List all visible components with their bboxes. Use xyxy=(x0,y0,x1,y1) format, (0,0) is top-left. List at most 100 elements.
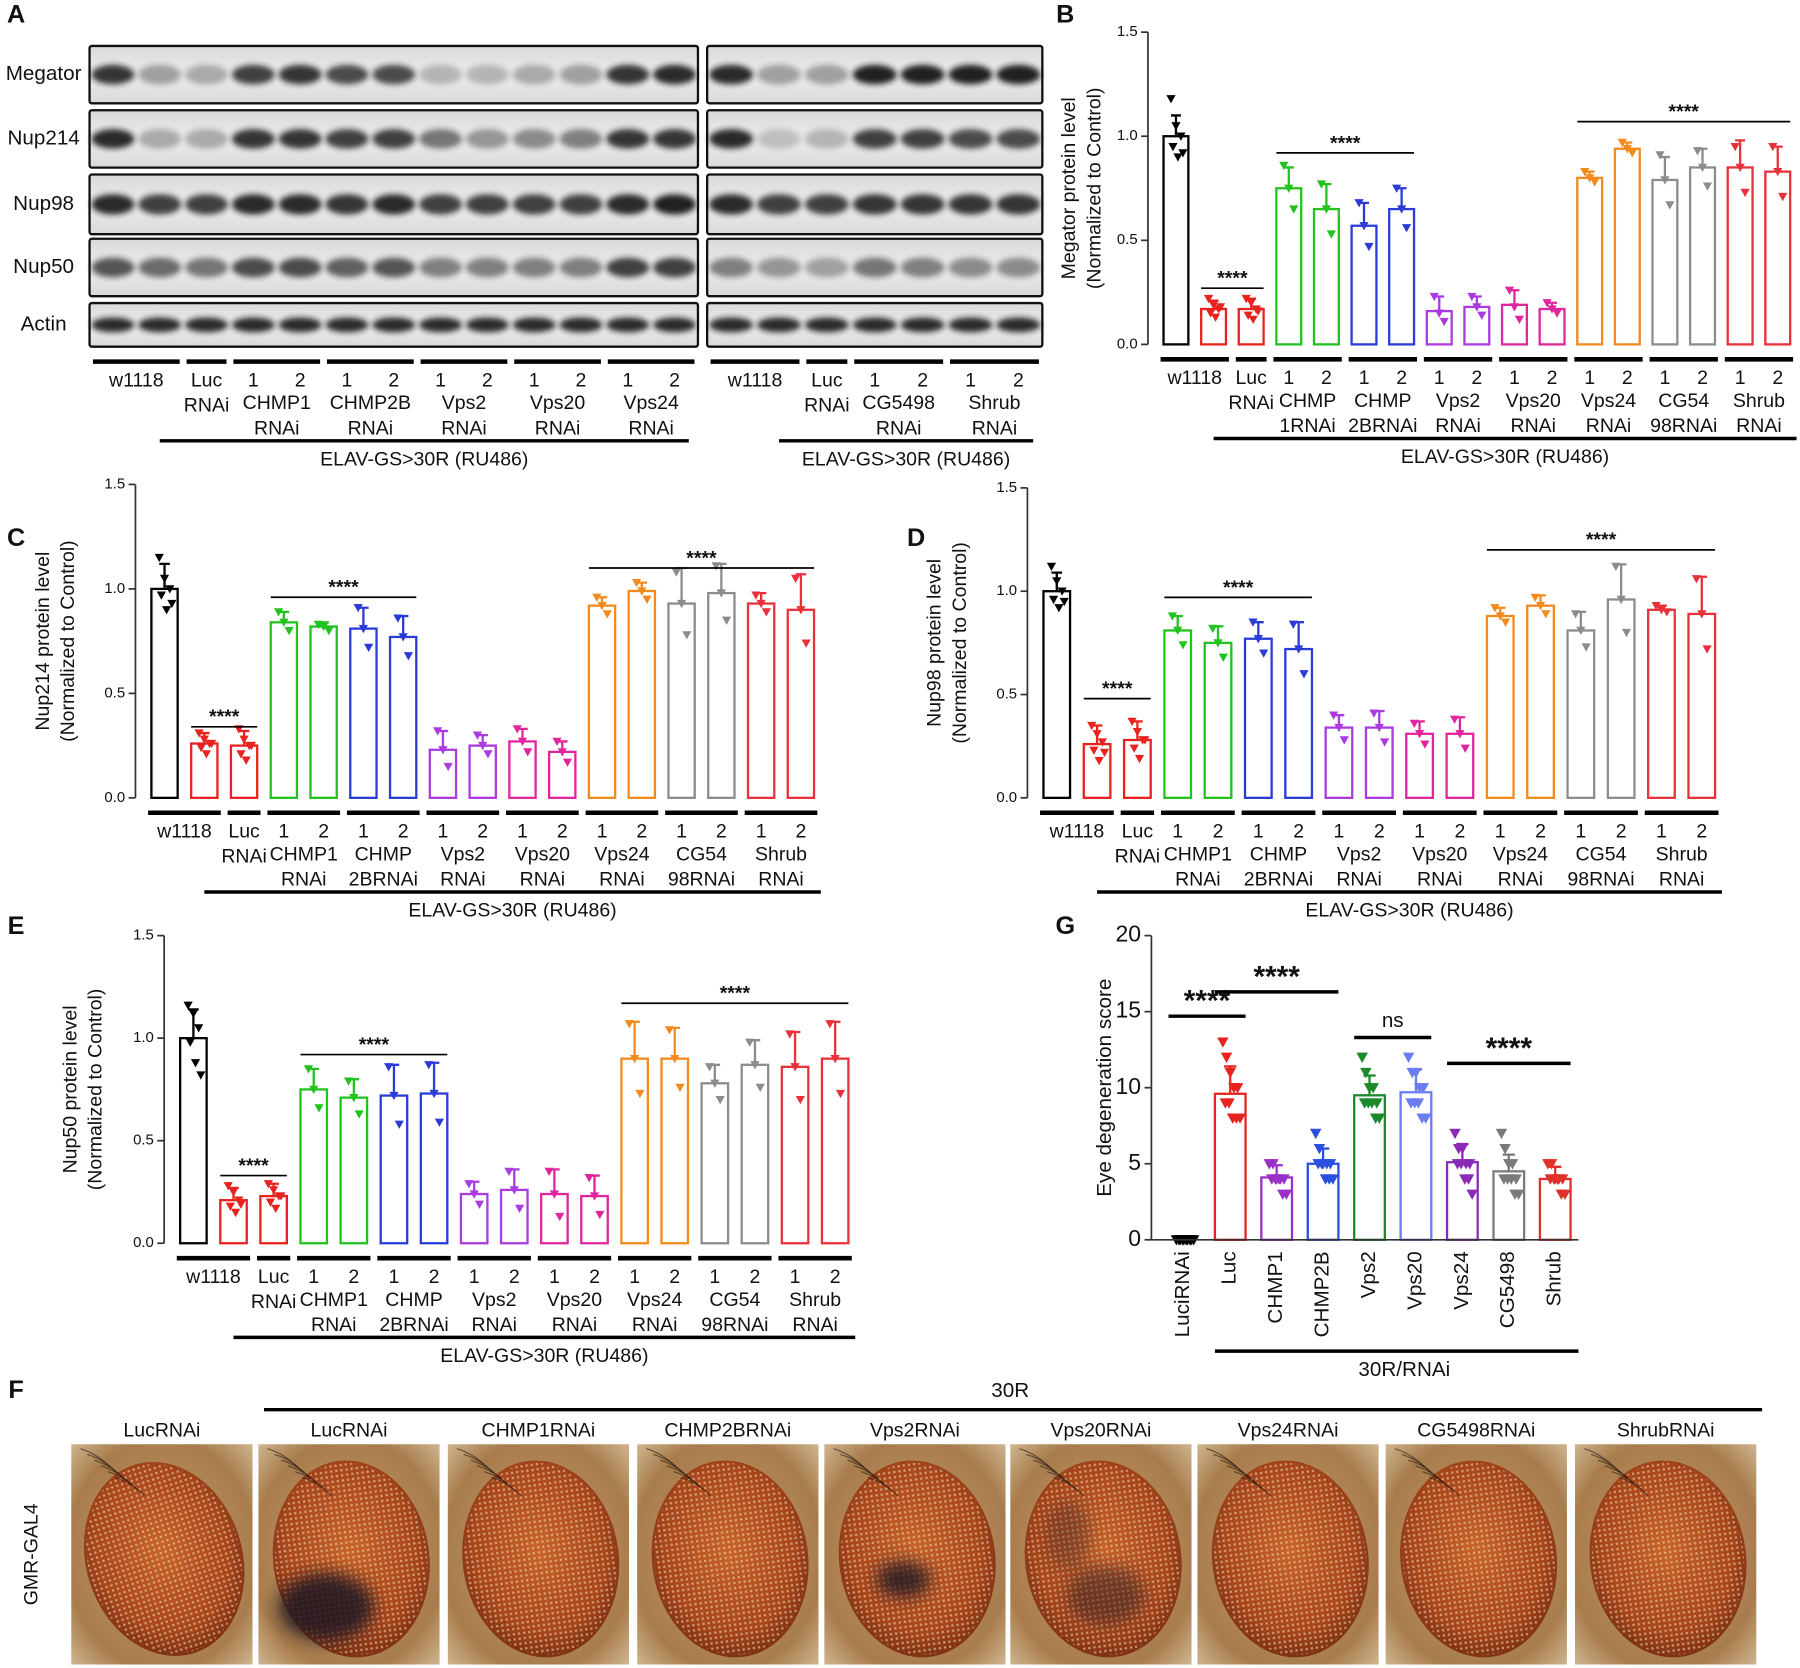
x-tick-label: Vps20 xyxy=(1403,1251,1426,1310)
group-label: Shrub xyxy=(968,392,1020,414)
error-bar xyxy=(1615,563,1627,600)
data-point xyxy=(231,1208,241,1218)
group-label: 2BRNAi xyxy=(1244,869,1313,891)
data-point xyxy=(1127,717,1137,726)
lane-number: 2 xyxy=(1013,369,1024,391)
band xyxy=(91,64,135,85)
band xyxy=(709,64,754,85)
band xyxy=(325,194,369,215)
group-label: Luc xyxy=(1235,367,1267,389)
row-label: GMR-GAL4 xyxy=(20,1503,42,1605)
error-bar xyxy=(1321,182,1332,210)
data-point xyxy=(1773,167,1783,177)
data-point xyxy=(1099,748,1110,757)
data-point xyxy=(389,1091,399,1101)
data-point xyxy=(1054,604,1064,613)
lane-number: 1 xyxy=(1656,820,1667,842)
data-point xyxy=(472,731,483,740)
lane-number: 2 xyxy=(576,369,587,391)
bar xyxy=(428,748,458,799)
data-point xyxy=(1279,161,1289,170)
data-point xyxy=(1097,738,1107,747)
data-point xyxy=(1167,612,1177,621)
data-point xyxy=(1490,604,1500,613)
band xyxy=(465,317,509,333)
lane-number: 2 xyxy=(1622,367,1633,389)
data-point xyxy=(1339,736,1349,745)
group-label: RNAi xyxy=(792,1314,838,1336)
data-point xyxy=(1231,1083,1244,1094)
treatment-label: ELAV-GS>30R (RU486) xyxy=(320,448,528,470)
y-tick-label: 10 xyxy=(1116,1073,1142,1099)
data-point xyxy=(156,591,166,600)
data-point xyxy=(201,750,211,759)
bar xyxy=(349,627,378,799)
data-point xyxy=(314,1104,324,1113)
data-point xyxy=(1324,1159,1337,1170)
data-point xyxy=(1665,201,1675,210)
data-point xyxy=(631,578,642,588)
band xyxy=(559,257,603,278)
panel-letter: C xyxy=(7,524,25,552)
data-point xyxy=(159,574,170,584)
data-point xyxy=(199,735,209,744)
lane-number: 1 xyxy=(709,1266,720,1288)
bar xyxy=(627,589,657,799)
band xyxy=(559,64,603,85)
group-label: RNAi xyxy=(1498,869,1544,891)
data-point xyxy=(722,616,732,625)
band xyxy=(804,317,849,333)
bristle xyxy=(680,1476,711,1497)
data-point xyxy=(1129,744,1139,753)
ommatidia xyxy=(1214,1462,1367,1656)
band xyxy=(419,64,463,85)
band xyxy=(325,64,369,85)
x-tick-label: CHMP1 xyxy=(1264,1251,1287,1323)
data-point xyxy=(795,1096,805,1105)
y-tick-label: 0.0 xyxy=(104,789,125,806)
data-point xyxy=(1364,242,1374,252)
bar xyxy=(1764,170,1792,346)
data-point xyxy=(1321,205,1331,214)
data-point xyxy=(1094,756,1104,766)
photo-label: Vps2RNAi xyxy=(870,1420,960,1442)
lane-number: 2 xyxy=(1772,367,1783,389)
bar xyxy=(339,1096,369,1245)
y-tick-label: 1.0 xyxy=(133,1029,154,1046)
data-point xyxy=(324,627,334,636)
group-label: Vps20 xyxy=(1506,390,1561,412)
lane-number: 2 xyxy=(509,1266,520,1288)
bar xyxy=(229,744,259,799)
bar xyxy=(1312,207,1340,346)
data-point xyxy=(1499,1143,1511,1155)
band xyxy=(512,257,556,278)
band xyxy=(231,257,275,278)
band xyxy=(419,317,463,333)
group-label: RNAi xyxy=(535,418,581,440)
band xyxy=(185,64,229,85)
data-point xyxy=(635,1089,645,1099)
data-point xyxy=(504,1167,514,1177)
band xyxy=(91,129,135,149)
y-tick-label: 1.0 xyxy=(996,582,1017,599)
band xyxy=(756,317,801,333)
significance-label: **** xyxy=(359,1034,390,1056)
data-point xyxy=(751,591,761,600)
data-point xyxy=(364,643,374,653)
data-point xyxy=(1580,167,1590,177)
bar xyxy=(1350,224,1378,346)
band xyxy=(278,64,322,85)
lane-number: 1 xyxy=(965,369,976,391)
lane-number: 2 xyxy=(1616,820,1627,842)
data-point xyxy=(785,1030,795,1039)
data-point xyxy=(1409,719,1419,729)
y-tick-label: 1.5 xyxy=(996,479,1017,496)
band xyxy=(231,129,275,149)
ommatidia xyxy=(1402,1462,1555,1656)
data-point xyxy=(1359,222,1369,231)
bar xyxy=(1576,176,1604,346)
band xyxy=(852,129,897,149)
bar xyxy=(1485,614,1515,799)
group-label: Luc xyxy=(191,369,223,391)
data-point xyxy=(384,1063,394,1072)
